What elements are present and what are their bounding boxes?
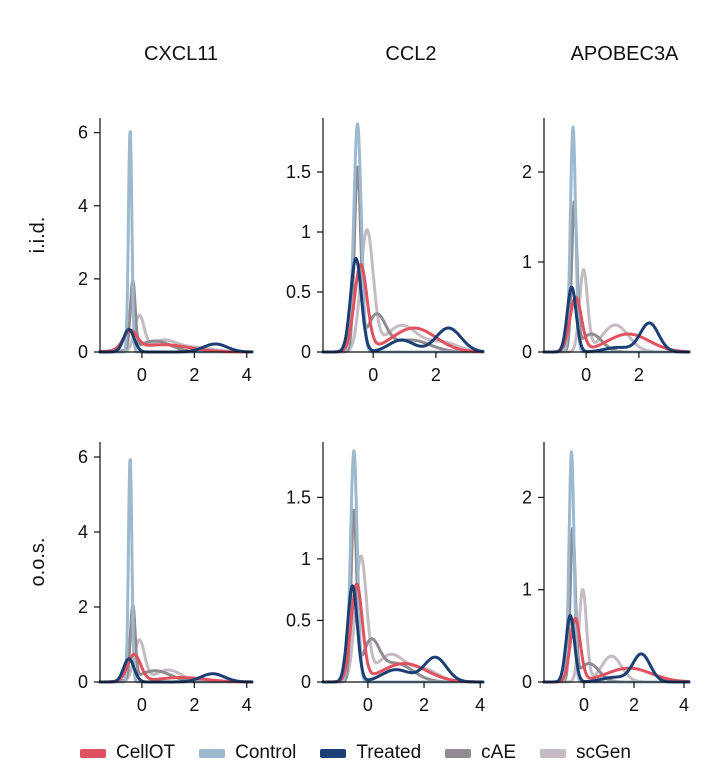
y-tick-label-ccl2-o-o-s-1: 1 bbox=[301, 549, 311, 569]
density-curve-control-cxcl11-i-i-d bbox=[98, 130, 254, 354]
panel-cxcl11-i-i-d: 0 2 4 6 0 2 4 bbox=[78, 118, 254, 385]
legend-swatch-control bbox=[199, 748, 226, 758]
legend-item-treated: Treated bbox=[320, 742, 421, 764]
row-label-i-i-d: i.i.d. bbox=[27, 217, 49, 254]
y-tick-label-ccl2-o-o-s-0-5: 0.5 bbox=[286, 610, 311, 630]
x-tick-label-ccl2-o-o-s-4: 4 bbox=[475, 695, 485, 715]
legend-label-control: Control bbox=[235, 742, 297, 763]
density-grid-figure: CXCL11 CCL2 APOBEC3A i.i.d. o.o.s. 0 2 4 6 0 2 4 0 0.… bbox=[27, 43, 691, 715]
y-tick-label-apobec3a-o-o-s-2: 2 bbox=[522, 487, 532, 507]
density-curve-cellot-apobec3a-i-i-d bbox=[542, 295, 691, 354]
legend-item-control: Control bbox=[199, 742, 296, 764]
panel-apobec3a-i-i-d: 0 1 2 0 2 bbox=[522, 118, 691, 385]
y-tick-label-ccl2-i-i-d-1-5: 1.5 bbox=[286, 162, 311, 182]
y-tick-label-cxcl11-o-o-s-0: 0 bbox=[78, 672, 88, 692]
legend-swatch-scgen bbox=[540, 748, 567, 758]
y-tick-label-ccl2-o-o-s-0: 0 bbox=[301, 672, 311, 692]
y-tick-label-apobec3a-i-i-d-2: 2 bbox=[522, 162, 532, 182]
x-tick-label-cxcl11-i-i-d-4: 4 bbox=[242, 365, 252, 385]
density-curve-cellot-apobec3a-o-o-s bbox=[542, 616, 691, 684]
x-tick-label-ccl2-i-i-d-2: 2 bbox=[431, 365, 441, 385]
density-curve-treated-ccl2-o-o-s bbox=[321, 584, 485, 684]
legend-item-scgen: scGen bbox=[540, 742, 631, 764]
x-tick-label-apobec3a-o-o-s-0: 0 bbox=[579, 695, 589, 715]
legend-item-cellot: CellOT bbox=[80, 742, 175, 764]
x-tick-label-ccl2-i-i-d-0: 0 bbox=[368, 365, 378, 385]
density-curve-cellot-ccl2-o-o-s bbox=[321, 582, 485, 684]
x-tick-label-cxcl11-i-i-d-0: 0 bbox=[137, 365, 147, 385]
density-curve-control-cxcl11-o-o-s bbox=[98, 458, 254, 684]
y-tick-label-ccl2-o-o-s-1-5: 1.5 bbox=[286, 487, 311, 507]
density-curve-treated-apobec3a-o-o-s bbox=[542, 614, 691, 684]
panel-cxcl11-o-o-s: 0 2 4 6 0 2 4 bbox=[78, 442, 254, 715]
y-tick-label-ccl2-i-i-d-1: 1 bbox=[301, 222, 311, 242]
x-tick-label-apobec3a-o-o-s-2: 2 bbox=[629, 695, 639, 715]
density-curve-treated-ccl2-i-i-d bbox=[321, 257, 485, 354]
x-tick-label-apobec3a-i-i-d-0: 0 bbox=[581, 365, 591, 385]
panel-apobec3a-o-o-s: 0 1 2 0 2 4 bbox=[522, 442, 691, 715]
y-tick-label-cxcl11-i-i-d-6: 6 bbox=[78, 123, 88, 143]
y-tick-label-ccl2-i-i-d-0: 0 bbox=[301, 342, 311, 362]
legend-label-scgen: scGen bbox=[576, 742, 631, 763]
x-tick-label-cxcl11-o-o-s-0: 0 bbox=[137, 695, 147, 715]
density-curve-treated-apobec3a-i-i-d bbox=[542, 285, 691, 354]
y-tick-label-ccl2-i-i-d-0-5: 0.5 bbox=[286, 282, 311, 302]
y-tick-label-apobec3a-i-i-d-1: 1 bbox=[522, 252, 532, 272]
legend: CellOT Control Treated cAE scGen bbox=[80, 738, 710, 768]
x-tick-label-cxcl11-o-o-s-4: 4 bbox=[242, 695, 252, 715]
density-curve-cellot-ccl2-i-i-d bbox=[321, 262, 485, 354]
x-tick-label-apobec3a-i-i-d-2: 2 bbox=[634, 365, 644, 385]
row-label-o-o-s: o.o.s. bbox=[27, 538, 49, 587]
y-tick-label-cxcl11-i-i-d-0: 0 bbox=[78, 342, 88, 362]
legend-label-cellot: CellOT bbox=[116, 742, 176, 763]
y-tick-label-cxcl11-o-o-s-6: 6 bbox=[78, 447, 88, 467]
legend-label-treated: Treated bbox=[356, 742, 422, 763]
x-tick-label-ccl2-o-o-s-0: 0 bbox=[363, 695, 373, 715]
y-tick-label-apobec3a-i-i-d-0: 0 bbox=[522, 342, 532, 362]
x-tick-label-ccl2-o-o-s-2: 2 bbox=[419, 695, 429, 715]
x-tick-label-apobec3a-o-o-s-4: 4 bbox=[679, 695, 689, 715]
y-tick-label-cxcl11-i-i-d-4: 4 bbox=[78, 196, 88, 216]
legend-item-cae: cAE bbox=[445, 742, 516, 764]
legend-swatch-cae bbox=[445, 748, 472, 758]
legend-swatch-treated bbox=[320, 748, 347, 758]
y-tick-label-cxcl11-o-o-s-4: 4 bbox=[78, 522, 88, 542]
y-tick-label-cxcl11-o-o-s-2: 2 bbox=[78, 597, 88, 617]
column-title-ccl2: CCL2 bbox=[385, 43, 436, 65]
density-curve-cellot-cxcl11-o-o-s bbox=[98, 652, 254, 684]
panel-ccl2-o-o-s: 0 0.5 1 1.5 0 2 4 bbox=[286, 442, 485, 715]
panel-ccl2-i-i-d: 0 0.5 1 1.5 0 2 bbox=[286, 118, 485, 385]
y-tick-label-cxcl11-i-i-d-2: 2 bbox=[78, 269, 88, 289]
x-tick-label-cxcl11-o-o-s-2: 2 bbox=[189, 695, 199, 715]
legend-label-cae: cAE bbox=[481, 742, 517, 763]
column-title-apobec3a: APOBEC3A bbox=[571, 43, 679, 65]
column-title-cxcl11: CXCL11 bbox=[144, 43, 218, 65]
y-tick-label-apobec3a-o-o-s-0: 0 bbox=[522, 672, 532, 692]
legend-swatch-cellot bbox=[80, 748, 106, 758]
x-tick-label-cxcl11-i-i-d-2: 2 bbox=[189, 365, 199, 385]
y-tick-label-apobec3a-o-o-s-1: 1 bbox=[522, 580, 532, 600]
